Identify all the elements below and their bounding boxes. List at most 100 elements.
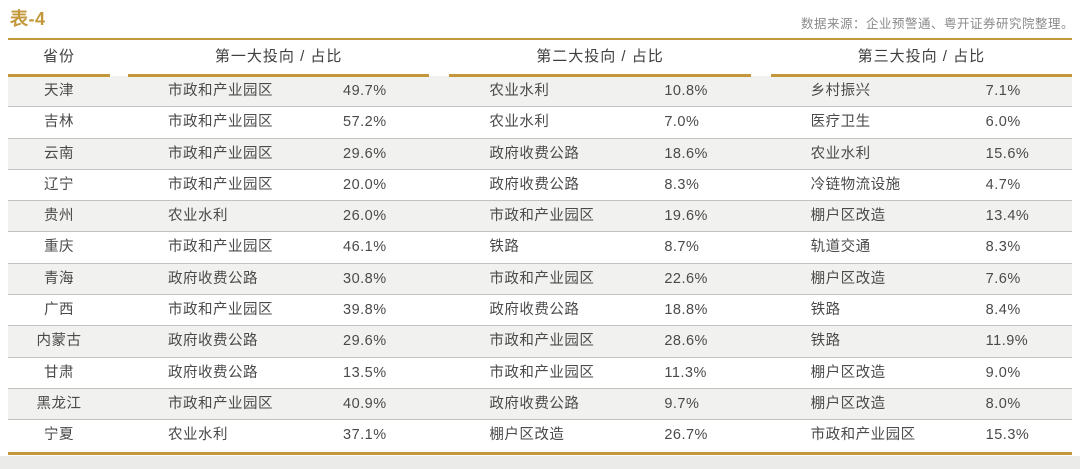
first-direction-cell: 政府收费公路 xyxy=(168,333,258,350)
third-share-cell: 9.0% xyxy=(985,364,1021,381)
figure-title: 表-4 xyxy=(10,9,46,29)
column-gap xyxy=(110,76,128,106)
column-gap xyxy=(751,139,771,169)
header-gap xyxy=(429,40,449,77)
column-gap xyxy=(751,295,771,325)
table-row: 天津 市政和产业园区 49.7% 农业水利 10.8% 乡村振兴 7.1% xyxy=(8,76,1072,108)
header-gap xyxy=(110,40,128,77)
second-share-cell: 10.8% xyxy=(664,83,708,99)
third-direction-cell: 铁路 xyxy=(810,333,841,350)
first-direction-cell: 市政和产业园区 xyxy=(168,145,273,162)
column-gap xyxy=(429,264,449,294)
province-cell: 黑龙江 xyxy=(36,395,82,412)
second-direction-cell: 市政和产业园区 xyxy=(489,333,595,350)
second-share-cell: 11.3% xyxy=(664,364,707,381)
third-direction-cell: 医疗卫生 xyxy=(810,114,871,131)
third-direction-cell: 棚户区改造 xyxy=(810,395,886,412)
column-gap xyxy=(429,76,449,106)
first-direction-cell: 农业水利 xyxy=(168,208,228,225)
bottom-strip xyxy=(0,456,1080,469)
table-row: 内蒙古 政府收费公路 29.6% 市政和产业园区 28.6% 铁路 11.9% xyxy=(8,326,1072,358)
column-gap xyxy=(429,295,449,325)
column-gap xyxy=(429,232,449,262)
first-share-cell: 46.1% xyxy=(343,239,387,256)
column-gap xyxy=(429,389,449,419)
first-direction-cell: 政府收费公路 xyxy=(168,364,258,381)
second-direction-cell: 农业水利 xyxy=(489,114,550,131)
column-gap xyxy=(751,232,771,262)
second-share-cell: 28.6% xyxy=(664,333,708,350)
third-direction-cell: 冷链物流设施 xyxy=(810,176,901,193)
column-gap xyxy=(110,264,128,294)
second-share-cell: 18.8% xyxy=(664,302,708,319)
table-row: 重庆 市政和产业园区 46.1% 铁路 8.7% 轨道交通 8.3% xyxy=(8,232,1072,264)
first-direction-cell: 市政和产业园区 xyxy=(168,395,273,412)
third-direction-cell: 市政和产业园区 xyxy=(810,427,916,444)
third-share-cell: 7.1% xyxy=(985,83,1021,99)
province-cell: 重庆 xyxy=(44,239,74,256)
second-share-cell: 8.3% xyxy=(664,176,700,193)
table-row: 甘肃 政府收费公路 13.5% 市政和产业园区 11.3% 棚户区改造 9.0% xyxy=(8,358,1072,389)
second-direction-cell: 市政和产业园区 xyxy=(489,270,595,287)
first-share-cell: 26.0% xyxy=(343,208,387,225)
investment-direction-table: 省份 第一大投向 / 占比 第二大投向 / 占比 第三大投向 / 占比 天津 市政… xyxy=(8,38,1072,455)
province-cell: 云南 xyxy=(44,145,74,162)
second-direction-cell: 铁路 xyxy=(489,239,520,256)
province-cell: 青海 xyxy=(44,270,74,287)
third-direction-cell: 棚户区改造 xyxy=(810,208,886,225)
third-share-cell: 8.3% xyxy=(985,239,1021,256)
column-gap xyxy=(110,139,128,169)
column-gap xyxy=(110,107,128,137)
column-gap xyxy=(751,358,771,388)
third-direction-cell: 铁路 xyxy=(810,302,841,319)
column-gap xyxy=(110,326,128,356)
column-gap xyxy=(751,389,771,419)
third-share-cell: 8.4% xyxy=(985,302,1021,319)
first-direction-cell: 市政和产业园区 xyxy=(168,83,273,99)
column-gap xyxy=(110,358,128,388)
second-direction-cell: 政府收费公路 xyxy=(489,302,580,319)
first-share-cell: 20.0% xyxy=(343,176,387,193)
first-share-cell: 13.5% xyxy=(343,364,387,381)
table-row: 宁夏 农业水利 37.1% 棚户区改造 26.7% 市政和产业园区 15.3% xyxy=(8,420,1072,451)
table-body: 天津 市政和产业园区 49.7% 农业水利 10.8% 乡村振兴 7.1% 吉林 市政和产业园区… xyxy=(8,76,1072,452)
column-gap xyxy=(751,420,771,451)
second-direction-cell: 政府收费公路 xyxy=(489,395,580,412)
table-row: 辽宁 市政和产业园区 20.0% 政府收费公路 8.3% 冷链物流设施 4.7% xyxy=(8,170,1072,202)
province-cell: 宁夏 xyxy=(44,427,74,444)
third-direction-cell: 棚户区改造 xyxy=(810,364,886,381)
second-share-cell: 22.6% xyxy=(664,270,708,287)
col-header-first-direction: 第一大投向 / 占比 xyxy=(128,40,430,77)
third-share-cell: 15.3% xyxy=(985,427,1030,444)
first-direction-cell: 市政和产业园区 xyxy=(168,239,273,256)
first-direction-cell: 市政和产业园区 xyxy=(168,302,273,319)
column-gap xyxy=(751,170,771,200)
third-share-cell: 15.6% xyxy=(985,145,1030,162)
column-gap xyxy=(110,420,128,451)
column-gap xyxy=(751,264,771,294)
table-row: 青海 政府收费公路 30.8% 市政和产业园区 22.6% 棚户区改造 7.6% xyxy=(8,263,1072,296)
first-direction-cell: 市政和产业园区 xyxy=(168,176,273,193)
column-gap xyxy=(429,201,449,231)
third-direction-cell: 农业水利 xyxy=(810,145,871,162)
first-share-cell: 37.1% xyxy=(343,427,387,444)
second-direction-cell: 市政和产业园区 xyxy=(489,208,595,225)
province-cell: 辽宁 xyxy=(44,176,74,193)
column-gap xyxy=(110,295,128,325)
col-header-second-direction: 第二大投向 / 占比 xyxy=(449,40,751,77)
third-share-cell: 8.0% xyxy=(985,395,1021,412)
first-share-cell: 57.2% xyxy=(343,114,387,131)
column-gap xyxy=(429,107,449,137)
first-share-cell: 29.6% xyxy=(343,333,387,350)
province-cell: 甘肃 xyxy=(44,364,74,381)
column-gap xyxy=(110,201,128,231)
col-header-province: 省份 xyxy=(8,40,110,77)
data-source-note: 数据来源：企业预警通、粤开证券研究院整理。 xyxy=(800,17,1074,31)
third-direction-cell: 轨道交通 xyxy=(810,239,871,256)
second-direction-cell: 农业水利 xyxy=(489,83,550,99)
column-gap xyxy=(110,232,128,262)
table-row: 吉林 市政和产业园区 57.2% 农业水利 7.0% 医疗卫生 6.0% xyxy=(8,107,1072,139)
first-share-cell: 39.8% xyxy=(343,302,387,319)
table-row: 黑龙江 市政和产业园区 40.9% 政府收费公路 9.7% 棚户区改造 8.0% xyxy=(8,388,1072,421)
column-gap xyxy=(429,170,449,200)
